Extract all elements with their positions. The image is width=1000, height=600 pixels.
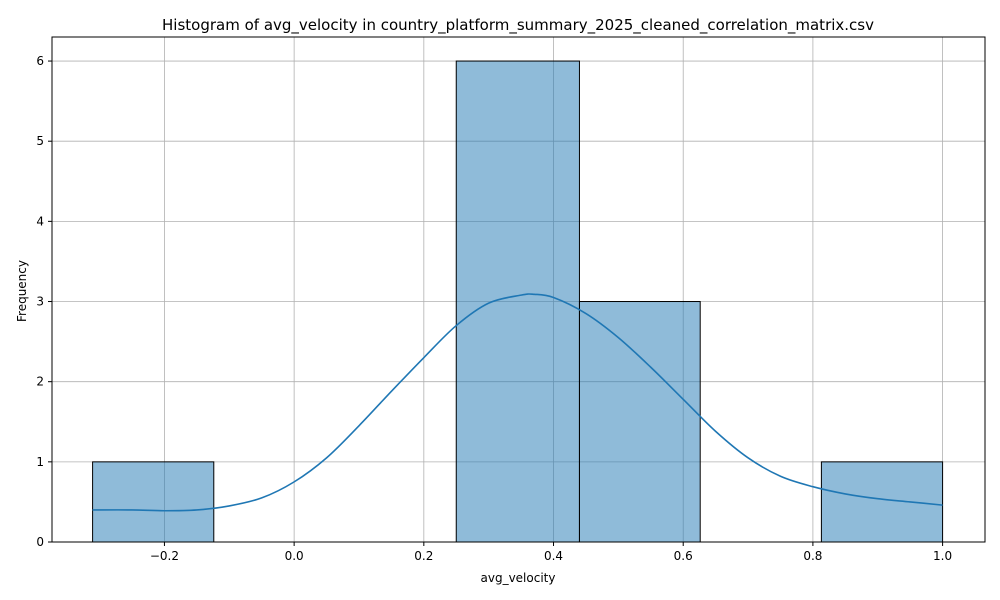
y-tick-label: 0	[36, 535, 44, 549]
x-tick-label: 0.2	[414, 549, 433, 563]
plot-frame	[51, 36, 986, 543]
x-tick-label: 0.4	[544, 549, 563, 563]
x-tick-label: −0.2	[150, 549, 179, 563]
histogram-bar	[92, 461, 215, 543]
histogram-bars	[92, 60, 944, 543]
x-tick-label: 0.8	[803, 549, 822, 563]
histogram-bar	[455, 60, 580, 543]
y-tick-label: 2	[36, 375, 44, 389]
y-tick-label: 1	[36, 455, 44, 469]
y-tick-label: 3	[36, 295, 44, 309]
x-axis-label: avg_velocity	[481, 571, 556, 585]
y-axis-label: Frequency	[15, 260, 29, 322]
histogram-bar	[820, 461, 944, 543]
y-tick-label: 4	[36, 214, 44, 228]
chart-title: Histogram of avg_velocity in country_pla…	[162, 16, 874, 35]
x-tick-label: 0.0	[285, 549, 304, 563]
x-axis-ticks: −0.2 0.0 0.2 0.4 0.6 0.8 1.0	[150, 542, 952, 563]
kde-curve	[92, 293, 943, 512]
y-tick-label: 5	[36, 134, 44, 148]
y-axis-ticks: 0 1 2 3 4 5 6	[36, 54, 52, 549]
x-tick-label: 0.6	[674, 549, 693, 563]
x-tick-label: 1.0	[933, 549, 952, 563]
histogram-bar	[578, 301, 701, 543]
y-tick-label: 6	[36, 54, 44, 68]
